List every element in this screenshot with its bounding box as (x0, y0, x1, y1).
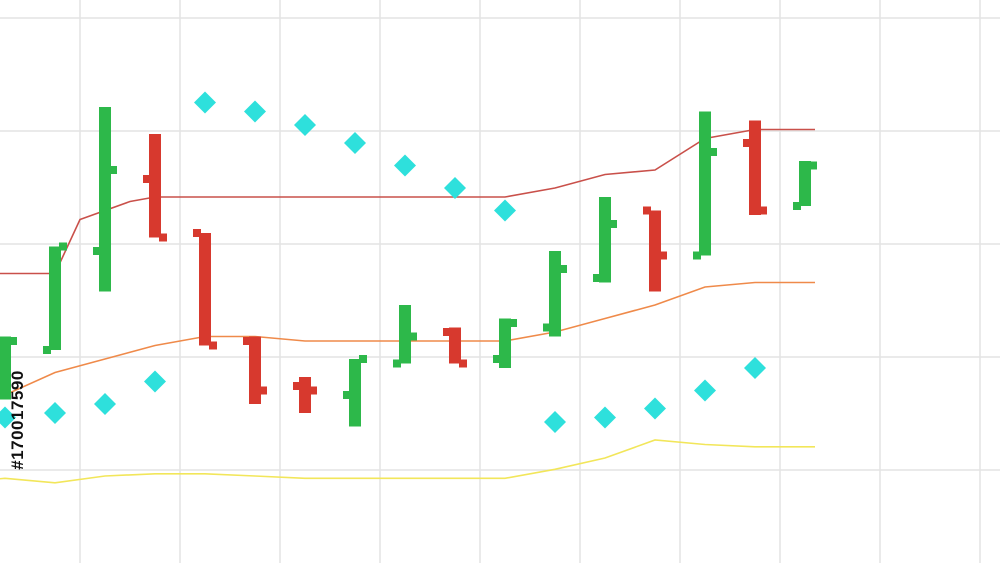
sar-dot (644, 397, 666, 420)
ohlc-bar (193, 229, 217, 350)
ohlc-bar-range (49, 246, 61, 350)
ohlc-bar-range (549, 251, 561, 337)
ohlc-bar-range (349, 359, 361, 427)
price-bars (0, 107, 817, 427)
ohlc-bar (93, 107, 117, 292)
ohlc-bar-close-tick (209, 341, 217, 350)
ohlc-bar-close-tick (659, 251, 667, 260)
sar-dot (694, 379, 716, 402)
ohlc-bar-range (449, 327, 461, 364)
ohlc-bar-range (599, 197, 611, 283)
ohlc-bar-range (199, 233, 211, 346)
ohlc-bar (693, 111, 717, 260)
ohlc-bar-close-tick (759, 206, 767, 215)
band-line-upper (0, 128, 815, 275)
ohlc-bar (293, 377, 317, 413)
stock-watermark-id: #170017590 (4, 330, 32, 510)
ohlc-bar-range (249, 336, 261, 404)
ohlc-bar-open-tick (143, 175, 151, 183)
sar-dot (594, 406, 616, 429)
ohlc-bar-close-tick (559, 265, 567, 273)
sar-dot (744, 357, 766, 379)
ohlc-bar-range (799, 161, 811, 206)
ohlc-bar-close-tick (409, 332, 417, 341)
ohlc-bar-range (149, 134, 161, 238)
ohlc-bar-close-tick (9, 337, 17, 345)
ohlc-bar-close-tick (109, 166, 117, 174)
ohlc-bar-close-tick (59, 242, 67, 251)
ohlc-bar-open-tick (443, 328, 451, 336)
ohlc-bar-close-tick (159, 233, 167, 242)
ohlc-bar-range (649, 210, 661, 292)
ohlc-bar-range (0, 336, 11, 400)
ohlc-bar-open-tick (0, 391, 1, 399)
ohlc-bar-open-tick (593, 274, 601, 282)
stock-watermark-id-text: #170017590 (8, 370, 27, 470)
ohlc-bar-open-tick (793, 202, 801, 210)
ohlc-bar (643, 206, 667, 292)
ohlc-bar (543, 251, 567, 337)
ohlc-bar-open-tick (93, 247, 101, 255)
ohlc-bar (443, 327, 467, 368)
ohlc-bar-range (299, 377, 311, 413)
ohlc-bar-open-tick (393, 359, 401, 368)
sar-dot (394, 154, 416, 177)
sar-dot (294, 114, 316, 136)
sar-dot (244, 100, 266, 123)
ohlc-bar-close-tick (459, 359, 467, 368)
ohlc-bar (143, 134, 167, 242)
ohlc-bar-close-tick (309, 386, 317, 395)
ohlc-bar-open-tick (743, 139, 751, 147)
ohlc-bar-open-tick (693, 251, 701, 260)
sar-dot (44, 402, 66, 424)
ohlc-bar-close-tick (609, 220, 617, 228)
sar-dot (494, 199, 516, 222)
sar-dot (94, 393, 116, 415)
ohlc-bar-open-tick (293, 382, 301, 390)
ohlc-bar (43, 242, 67, 354)
ohlc-bar-range (749, 120, 761, 215)
indicator-bands (0, 128, 815, 484)
sar-dot (444, 177, 466, 199)
sar-dot (344, 132, 366, 154)
band-line-middle (0, 281, 815, 397)
ohlc-bar-close-tick (809, 161, 817, 170)
ohlc-bar-open-tick (493, 355, 501, 363)
band-line-lower (0, 439, 815, 484)
ohlc-bar-open-tick (243, 337, 251, 345)
sar-dots (0, 91, 766, 433)
ohlc-bar-open-tick (343, 391, 351, 399)
ohlc-bar-range (699, 111, 711, 256)
ohlc-bar-range (99, 107, 111, 292)
ohlc-bar (593, 197, 617, 283)
ohlc-bar (743, 120, 767, 215)
ohlc-bar-close-tick (509, 319, 517, 327)
ohlc-bar-close-tick (709, 148, 717, 156)
ohlc-bar (343, 355, 367, 427)
sar-dot (0, 406, 16, 429)
sar-dot (544, 411, 566, 433)
ohlc-bar-close-tick (359, 355, 367, 363)
ohlc-bar-close-tick (259, 386, 267, 395)
ohlc-bar-range (399, 305, 411, 364)
ohlc-bar-open-tick (543, 323, 551, 332)
ohlc-bar (793, 161, 817, 210)
ohlc-bar-range (499, 318, 511, 368)
ohlc-bar-open-tick (193, 229, 201, 237)
ohlc-bar (393, 305, 417, 368)
ohlc-bar (493, 318, 517, 368)
ohlc-bar (0, 336, 17, 400)
ohlc-bar-open-tick (43, 346, 51, 354)
ohlc-bar-open-tick (643, 206, 651, 215)
ohlc-bar (243, 336, 267, 404)
sar-dot (194, 91, 216, 114)
sar-dot (144, 370, 166, 393)
